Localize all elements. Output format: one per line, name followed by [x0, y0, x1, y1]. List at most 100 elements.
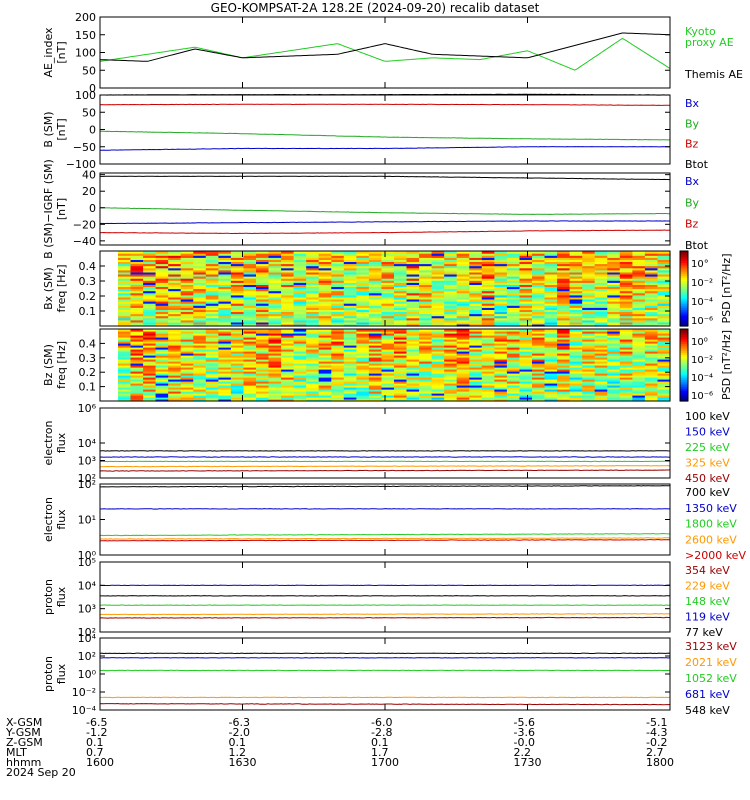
- spectrogram-cell: [431, 385, 445, 388]
- spectrogram-cell: [657, 387, 671, 390]
- spectrogram-cell: [230, 379, 244, 382]
- spectrogram-cell: [456, 301, 470, 304]
- spectrogram-cell: [394, 278, 408, 281]
- spectrogram-cell: [544, 323, 558, 327]
- spectrogram-cell: [256, 381, 270, 384]
- spectrogram-cell: [293, 303, 307, 306]
- spectrogram-cell: [594, 345, 608, 348]
- spectrogram-cell: [506, 383, 520, 386]
- spectrogram-cell: [256, 383, 270, 386]
- spectrogram-cell: [168, 373, 182, 376]
- spectrogram-cell: [506, 273, 520, 277]
- spectrogram-cell: [431, 369, 445, 372]
- spectrogram-cell: [281, 329, 295, 332]
- colorbar-cell: [680, 318, 688, 321]
- panel-frame: [99, 16, 671, 89]
- spectrogram-cell: [331, 255, 345, 258]
- spectrogram-cell: [155, 343, 169, 346]
- spectrogram-cell: [368, 375, 382, 378]
- spectrogram-cell: [293, 292, 307, 296]
- spectrogram-cell: [582, 253, 596, 256]
- spectrogram-cell: [644, 353, 658, 356]
- spectrogram-cell: [657, 347, 671, 350]
- spectrogram-cell: [193, 361, 207, 364]
- spectrogram-cell: [281, 278, 295, 281]
- spectrogram-cell: [381, 345, 395, 348]
- spectrogram-cell: [306, 305, 320, 308]
- spectrogram-cell: [619, 294, 633, 298]
- spectrogram-cell: [168, 251, 182, 254]
- colorbar-tick-label: 10°: [691, 259, 709, 270]
- spectrogram-cell: [494, 271, 508, 275]
- spectrogram-cell: [657, 339, 671, 342]
- spectrogram-cell: [519, 385, 533, 388]
- spectrogram-cell: [644, 253, 658, 256]
- spectrogram-cell: [481, 296, 495, 300]
- spectrogram-cell: [180, 367, 194, 370]
- spectrogram-cell: [368, 397, 382, 400]
- spectrogram-cell: [368, 367, 382, 370]
- spectrogram-cell: [406, 253, 420, 256]
- spectrogram-cell: [619, 271, 633, 275]
- spectrogram-cell: [419, 373, 433, 376]
- spectrogram-cell: [481, 282, 495, 285]
- spectrogram-cell: [381, 307, 395, 310]
- spectrogram-cell: [331, 276, 345, 279]
- spectrogram-cell: [281, 385, 295, 388]
- legend-entry: 229 keV: [685, 580, 730, 593]
- spectrogram-cell: [168, 393, 182, 396]
- spectrogram-cell: [607, 301, 621, 304]
- spectrogram-cell: [444, 298, 458, 302]
- spectrogram-cell: [607, 397, 621, 400]
- series-line: [99, 103, 671, 106]
- y-tick-label: 10²: [78, 626, 96, 639]
- spectrogram-cell: [406, 395, 420, 398]
- spectrogram-cell: [544, 379, 558, 382]
- spectrogram-cell: [607, 259, 621, 262]
- y-axis-units: flux: [55, 432, 68, 453]
- spectrogram-cell: [519, 311, 533, 315]
- spectrogram-cell: [343, 280, 357, 283]
- spectrogram-cell: [456, 309, 470, 312]
- spectrogram-cell: [394, 331, 408, 334]
- spectrogram-cell: [318, 292, 332, 296]
- spectrogram-cell: [456, 375, 470, 378]
- spectrogram-cell: [118, 305, 132, 308]
- spectrogram-cell: [293, 263, 307, 267]
- spectrogram-cell: [268, 286, 282, 290]
- spectrogram-cell: [381, 339, 395, 342]
- spectrogram-cell: [293, 379, 307, 382]
- spectrogram-cell: [118, 329, 132, 332]
- spectrogram-cell: [607, 375, 621, 378]
- spectrogram-cell: [356, 371, 370, 374]
- spectrogram-cell: [118, 265, 132, 269]
- spectrogram-cell: [569, 255, 583, 258]
- spectrogram-cell: [494, 313, 508, 317]
- spectrogram-cell: [318, 373, 332, 376]
- eph-value: -4.3: [646, 726, 668, 739]
- spectrogram-cell: [619, 313, 633, 317]
- spectrogram-cell: [506, 385, 520, 388]
- spectrogram-cell: [281, 349, 295, 352]
- spectrogram-cell: [607, 341, 621, 344]
- spectrogram-cell: [406, 286, 420, 290]
- spectrogram-cell: [406, 377, 420, 380]
- spectrogram-cell: [381, 282, 395, 285]
- spectrogram-cell: [306, 355, 320, 358]
- spectrogram-cell: [180, 351, 194, 354]
- spectrogram-cell: [394, 363, 408, 366]
- spectrogram-cell: [193, 381, 207, 384]
- spectrogram-cell: [143, 355, 157, 358]
- spectrogram-cell: [582, 381, 596, 384]
- spectrogram-cell: [456, 290, 470, 294]
- spectrogram-cell: [218, 317, 232, 321]
- spectrogram-cell: [506, 369, 520, 372]
- spectrogram-cell: [456, 259, 470, 262]
- spectrogram-cell: [356, 269, 370, 273]
- spectrogram-cell: [193, 351, 207, 354]
- spectrogram-cell: [381, 263, 395, 267]
- spectrogram-cell: [544, 365, 558, 368]
- spectrogram-cell: [619, 255, 633, 258]
- spectrogram-cell: [444, 280, 458, 283]
- spectrogram-cell: [293, 339, 307, 342]
